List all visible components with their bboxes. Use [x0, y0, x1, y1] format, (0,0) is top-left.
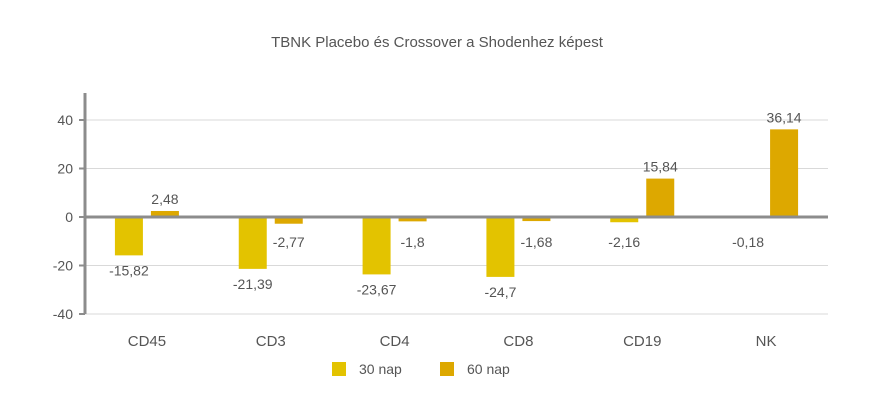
bar-series2 — [274, 217, 303, 224]
legend-swatch — [332, 362, 346, 376]
data-label: -24,7 — [484, 284, 516, 300]
y-tick-label: -20 — [53, 258, 73, 274]
bar-series1 — [362, 217, 391, 275]
data-label: -1,68 — [520, 234, 552, 250]
data-label: -21,39 — [233, 276, 273, 292]
data-label: -15,82 — [109, 262, 149, 278]
x-category-label: CD3 — [256, 333, 286, 350]
bar-series2 — [398, 217, 427, 222]
y-tick-label: -40 — [53, 306, 73, 322]
gridlines — [85, 119, 828, 315]
bar-series2 — [522, 217, 551, 222]
bar-series1 — [610, 217, 639, 223]
bar-series1 — [486, 217, 515, 277]
bar-series2 — [646, 178, 675, 217]
legend-label: 60 nap — [467, 361, 510, 377]
bar-series2 — [150, 210, 179, 217]
bar-series1 — [114, 217, 143, 256]
axes: -40 -20 0 20 40 CD45 CD3 CD4 CD8 CD19 NK — [53, 93, 828, 350]
data-label: -2,16 — [608, 234, 640, 250]
legend-swatch — [440, 362, 454, 376]
x-category-label: CD4 — [380, 333, 410, 350]
data-label: -23,67 — [357, 281, 397, 297]
legend-label: 30 nap — [359, 361, 402, 377]
data-labels: -15,82 2,48 -21,39 -2,77 -23,67 -1,8 -24,7 -1,6… — [109, 109, 802, 300]
data-label: -0,18 — [732, 234, 764, 250]
data-label: -2,77 — [273, 234, 305, 250]
bar-series1 — [238, 217, 267, 269]
x-category-label: NK — [756, 333, 777, 350]
bar-series2 — [770, 129, 799, 217]
data-label: 2,48 — [151, 191, 178, 207]
x-category-label: CD19 — [623, 333, 661, 350]
legend: 30 nap 60 nap — [332, 361, 510, 377]
data-label: -1,8 — [401, 234, 425, 250]
chart-title: TBNK Placebo és Crossover a Shodenhez ké… — [271, 34, 604, 51]
y-tick-label: 20 — [57, 161, 73, 177]
x-category-label: CD45 — [128, 333, 166, 350]
bars — [114, 129, 799, 277]
data-label: 36,14 — [767, 109, 802, 125]
y-tick-label: 40 — [57, 112, 73, 128]
y-tick-label: 0 — [65, 209, 73, 225]
data-label: 15,84 — [643, 159, 678, 175]
x-category-label: CD8 — [503, 333, 533, 350]
